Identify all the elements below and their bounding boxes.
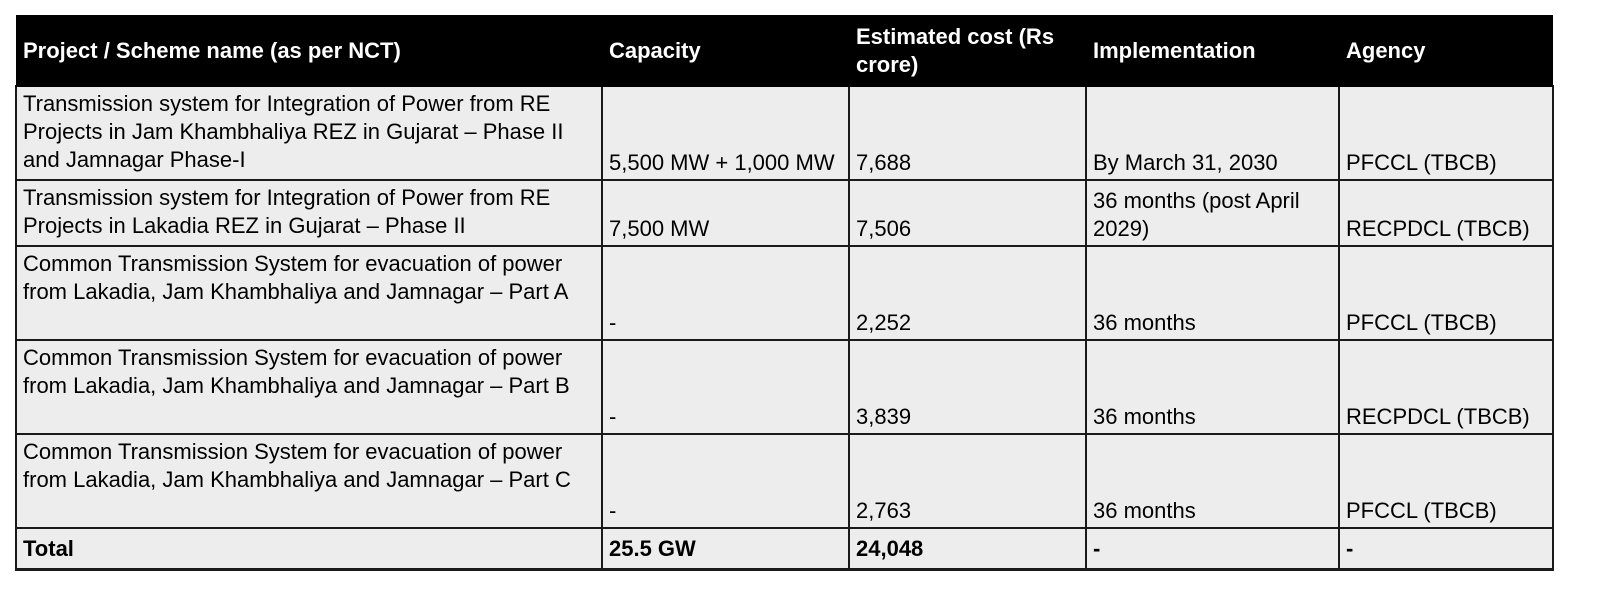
projects-table: Project / Scheme name (as per NCT) Capac… [15,15,1554,571]
cell-estimated-cost: 3,839 [848,339,1087,435]
cell-estimated-cost: 7,688 [848,85,1087,181]
total-implementation: - [1085,527,1340,571]
cell-capacity: 5,500 MW + 1,000 MW [601,85,850,181]
cell-agency: PFCCL (TBCB) [1338,85,1554,181]
cell-implementation: 36 months [1085,433,1340,529]
cell-capacity: - [601,433,850,529]
cell-estimated-cost: 2,763 [848,433,1087,529]
column-header-agency: Agency [1339,15,1553,87]
cell-agency: RECPDCL (TBCB) [1338,339,1554,435]
cell-project-name: Transmission system for Integration of P… [15,85,603,181]
table-row: Transmission system for Integration of P… [15,179,1554,247]
cell-implementation: By March 31, 2030 [1085,85,1340,181]
total-row: Total 25.5 GW 24,048 - - [15,527,1554,571]
column-header-project-name: Project / Scheme name (as per NCT) [16,15,602,87]
cell-project-name: Common Transmission System for evacuatio… [15,433,603,529]
cell-project-name: Common Transmission System for evacuatio… [15,339,603,435]
table-row: Common Transmission System for evacuatio… [15,339,1554,435]
total-label: Total [15,527,603,571]
cell-capacity: 7,500 MW [601,179,850,247]
header-row: Project / Scheme name (as per NCT) Capac… [16,15,1553,87]
cell-project-name: Transmission system for Integration of P… [15,179,603,247]
cell-capacity: - [601,245,850,341]
cell-agency: RECPDCL (TBCB) [1338,179,1554,247]
table-body: Transmission system for Integration of P… [15,85,1554,571]
cell-estimated-cost: 2,252 [848,245,1087,341]
cell-agency: PFCCL (TBCB) [1338,433,1554,529]
table-row: Common Transmission System for evacuatio… [15,433,1554,529]
cell-project-name: Common Transmission System for evacuatio… [15,245,603,341]
cell-implementation: 36 months [1085,339,1340,435]
table-row: Common Transmission System for evacuatio… [15,245,1554,341]
cell-implementation: 36 months (post April 2029) [1085,179,1340,247]
total-agency: - [1338,527,1554,571]
cell-estimated-cost: 7,506 [848,179,1087,247]
column-header-estimated-cost: Estimated cost (Rs crore) [849,15,1086,87]
total-estimated-cost: 24,048 [848,527,1087,571]
total-capacity: 25.5 GW [601,527,850,571]
table-row: Transmission system for Integration of P… [15,85,1554,181]
column-header-capacity: Capacity [602,15,849,87]
cell-capacity: - [601,339,850,435]
cell-agency: PFCCL (TBCB) [1338,245,1554,341]
column-header-implementation: Implementation [1086,15,1339,87]
cell-implementation: 36 months [1085,245,1340,341]
table-header: Project / Scheme name (as per NCT) Capac… [16,15,1553,87]
